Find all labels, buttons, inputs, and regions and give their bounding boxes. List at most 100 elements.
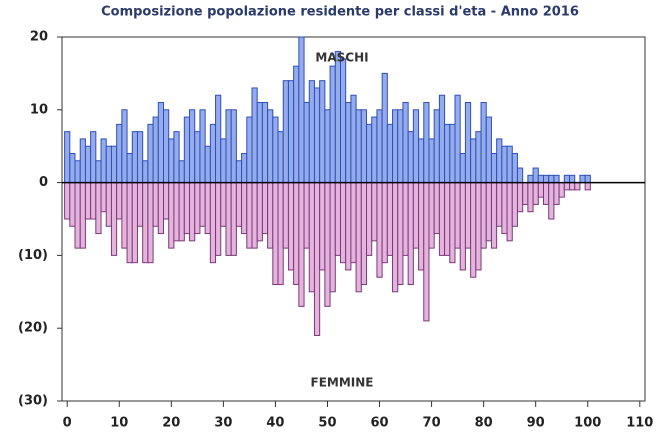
bar: [418, 138, 425, 184]
bar: [418, 182, 425, 271]
bar: [308, 80, 315, 184]
bar: [392, 109, 399, 184]
y-tick-label: 0: [39, 175, 48, 190]
bar: [267, 109, 274, 184]
bar: [397, 109, 404, 184]
bar: [454, 94, 461, 184]
bar: [537, 174, 544, 184]
x-tick-label: 50: [318, 416, 336, 431]
bar: [110, 145, 118, 184]
bar: [459, 152, 466, 184]
bar: [74, 182, 81, 249]
bar: [350, 182, 357, 264]
bar: [199, 109, 206, 184]
bar: [480, 182, 487, 249]
bar: [345, 182, 352, 271]
bar: [215, 94, 222, 184]
bar: [464, 102, 472, 184]
bar: [433, 182, 440, 235]
bar: [433, 109, 440, 184]
bar: [324, 109, 331, 184]
bar: [110, 182, 118, 256]
bar: [220, 182, 227, 227]
bar: [261, 102, 269, 184]
bar: [105, 145, 112, 184]
bar: [506, 182, 513, 242]
bar: [392, 182, 399, 293]
bar: [511, 152, 518, 184]
bar: [485, 116, 492, 184]
bar: [241, 182, 248, 235]
bar: [584, 174, 591, 184]
x-tick-label: 80: [475, 416, 493, 431]
bar: [563, 182, 571, 191]
bar: [371, 182, 378, 242]
bar: [313, 182, 321, 336]
bar: [345, 102, 352, 184]
y-tick-label: (20): [18, 321, 48, 336]
bar: [178, 160, 185, 184]
bar: [256, 182, 263, 242]
bar: [569, 182, 576, 191]
x-tick-label: 10: [110, 416, 128, 431]
bar: [470, 138, 477, 184]
bar: [90, 182, 97, 220]
bar: [516, 167, 524, 184]
bar: [319, 80, 326, 184]
bar: [371, 116, 378, 184]
bar: [496, 138, 503, 184]
bar: [313, 87, 321, 184]
chart-title: Composizione popolazione residente per c…: [101, 5, 579, 20]
x-tick-label: 100: [574, 416, 601, 431]
bar: [131, 182, 138, 264]
bar: [173, 182, 180, 242]
bar: [423, 182, 430, 322]
bar: [449, 182, 456, 264]
bar: [449, 123, 456, 184]
annotation: FEMMINE: [311, 376, 374, 390]
bar: [126, 152, 133, 184]
bar: [444, 182, 451, 256]
bar: [501, 182, 508, 235]
bar: [157, 102, 165, 184]
bar: [147, 182, 154, 264]
bar: [584, 182, 591, 191]
bar: [293, 182, 300, 286]
bar: [470, 182, 477, 278]
bar: [79, 138, 86, 184]
bar: [542, 174, 550, 184]
bar: [74, 160, 81, 184]
bar: [402, 102, 409, 184]
bar: [64, 131, 71, 184]
bar: [79, 182, 86, 249]
bar: [308, 182, 315, 293]
bar: [303, 102, 310, 184]
bar: [553, 174, 560, 184]
bar: [121, 182, 128, 249]
bar: [496, 182, 503, 227]
bar: [501, 145, 508, 184]
y-tick-label: (30): [18, 394, 48, 409]
bar: [324, 182, 331, 307]
bar: [412, 182, 420, 249]
bar: [428, 138, 435, 184]
bar: [287, 80, 295, 184]
bar: [173, 131, 180, 184]
y-tick-label: 20: [30, 30, 48, 45]
bar: [548, 174, 555, 184]
bar: [163, 182, 170, 220]
bar: [84, 145, 92, 184]
bar: [64, 182, 71, 220]
bar: [215, 182, 222, 256]
bar: [376, 109, 383, 184]
bar: [142, 160, 149, 184]
bar: [209, 182, 217, 264]
bar: [116, 123, 123, 184]
bar: [84, 182, 92, 220]
bar: [438, 182, 446, 256]
bar: [251, 182, 258, 249]
bar: [459, 182, 466, 271]
bar: [355, 109, 362, 184]
bar: [131, 131, 138, 184]
